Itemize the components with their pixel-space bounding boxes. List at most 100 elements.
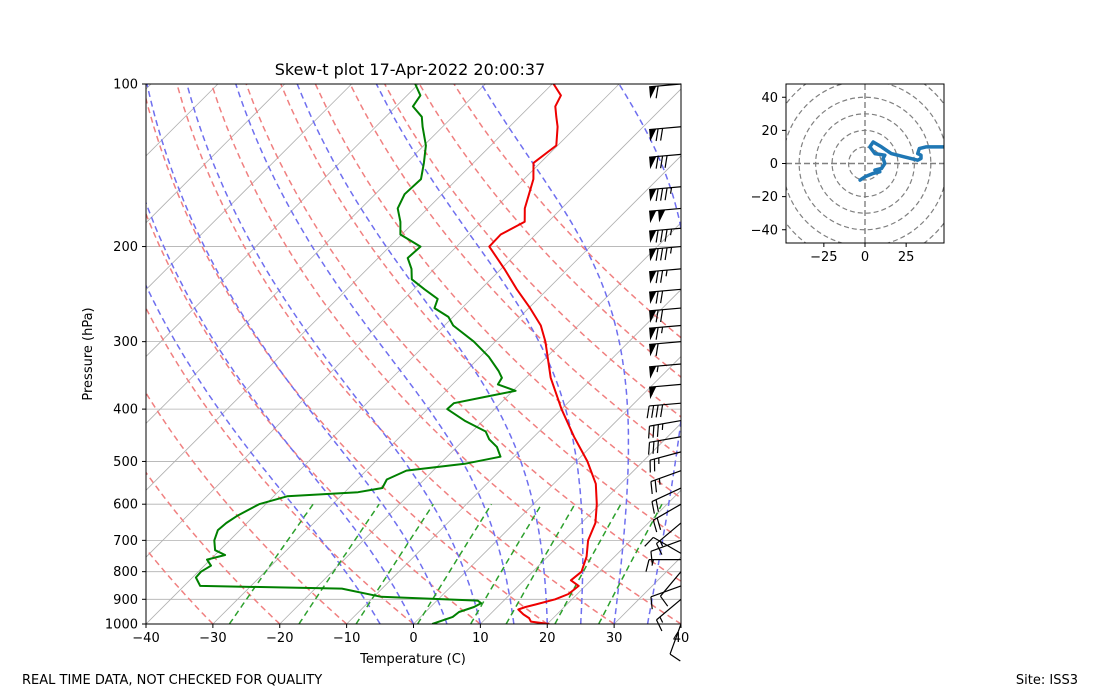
- dry-adiabat: [146, 306, 414, 624]
- wind-barb: [649, 288, 682, 305]
- wind-barb: [649, 153, 682, 170]
- isotherm-line: [680, 623, 681, 624]
- y-tick: 500: [113, 455, 146, 470]
- dry-adiabat: [146, 547, 214, 624]
- y-tick-label: 300: [113, 335, 138, 350]
- wind-barb: [649, 207, 682, 224]
- hodograph-x-tick-label: 0: [861, 250, 869, 265]
- hodograph-trace: [858, 140, 944, 182]
- mixing-ratio-line: [298, 503, 380, 624]
- x-tick: −30: [199, 624, 227, 646]
- y-axis-label: Pressure (hPa): [81, 307, 96, 400]
- x-axis-ticks: −40 −30 −20 −10 0 10 20 30 40: [132, 624, 689, 646]
- x-tick-label: 0: [409, 631, 417, 646]
- moist-adiabat: [146, 84, 448, 624]
- dry-adiabat: [210, 84, 681, 624]
- hodograph-y-tick: −20: [751, 190, 786, 205]
- dry-adiabat: [349, 84, 681, 459]
- x-axis-label: Temperature (C): [359, 652, 466, 667]
- hodograph-y-tick: 0: [770, 157, 786, 172]
- isotherm-line: [146, 84, 419, 358]
- isotherm-line: [146, 84, 620, 558]
- hodograph-y-tick-label: 0: [770, 157, 778, 172]
- hodograph-zero-lines: [786, 84, 944, 243]
- chart-title: Skew-t plot 17-Apr-2022 20:00:37: [275, 60, 546, 79]
- y-tick-label: 400: [113, 403, 138, 418]
- dry-adiabats: [146, 84, 681, 624]
- x-tick-label: −30: [199, 631, 226, 646]
- x-tick-label: −40: [132, 631, 159, 646]
- y-tick: 100: [113, 78, 146, 93]
- isotherm-line: [613, 556, 681, 624]
- y-tick: 300: [113, 335, 146, 350]
- wind-barb: [649, 83, 682, 99]
- y-tick: 1000: [105, 618, 146, 633]
- y-tick: 400: [113, 403, 146, 418]
- hodograph-x-tick-label: 25: [898, 250, 915, 265]
- wind-barb: [649, 245, 682, 262]
- x-tick: −10: [333, 624, 360, 646]
- y-tick-label: 500: [113, 455, 138, 470]
- dry-adiabat: [146, 471, 281, 624]
- hodograph-x-tick: −25: [810, 243, 838, 265]
- dry-adiabat: [384, 84, 681, 418]
- x-tick-label: 40: [673, 631, 690, 646]
- x-tick-label: 20: [539, 631, 556, 646]
- skewt-plot: Skew-t plot 17-Apr-2022 20:00:37 −40 −30−…: [81, 60, 689, 667]
- wind-barb: [669, 623, 682, 662]
- sounding-profiles: [194, 84, 598, 624]
- hodograph-y-tick: −40: [751, 223, 786, 238]
- wind-barbs: [644, 83, 682, 662]
- hodograph-plot-area: [786, 84, 944, 243]
- dry-adiabat: [418, 84, 681, 379]
- moist-adiabat: [186, 84, 482, 624]
- moist-adiabat: [146, 283, 381, 624]
- isotherm-line: [546, 489, 681, 624]
- y-tick: 600: [113, 498, 146, 513]
- dry-adiabat: [280, 84, 681, 541]
- hodograph-line: [858, 140, 944, 182]
- moist-adiabat: [618, 84, 681, 624]
- skewt-plot-area: [146, 84, 681, 624]
- hodograph-x-tick: 25: [898, 243, 915, 265]
- wind-barb: [650, 539, 682, 564]
- wind-barb: [655, 522, 682, 555]
- wind-barb: [649, 186, 682, 202]
- dry-adiabat: [176, 84, 615, 624]
- wind-barb: [649, 451, 682, 473]
- wind-barb: [650, 470, 682, 494]
- x-tick-label: −20: [266, 631, 293, 646]
- y-tick: 900: [113, 593, 146, 608]
- dry-adiabat: [314, 84, 681, 499]
- y-tick-label: 200: [113, 240, 138, 255]
- isotherm-line: [279, 222, 681, 624]
- wind-barb: [659, 571, 682, 607]
- wind-barb: [649, 383, 682, 400]
- x-tick: 40: [673, 624, 690, 646]
- y-tick-label: 800: [113, 565, 138, 580]
- mixing-ratio-line: [355, 503, 434, 624]
- dry-adiabat: [146, 391, 348, 624]
- y-tick-label: 900: [113, 593, 138, 608]
- dry-adiabat: [245, 84, 681, 583]
- hodograph-y-tick-label: −40: [751, 223, 778, 238]
- x-tick-label: 10: [472, 631, 489, 646]
- x-tick-label: 30: [606, 631, 623, 646]
- x-tick-label: −10: [333, 631, 360, 646]
- x-tick: −20: [266, 624, 293, 646]
- wind-barb: [650, 585, 682, 610]
- wind-barb: [649, 227, 682, 244]
- isotherm-line: [146, 84, 286, 224]
- wind-barb: [649, 341, 682, 357]
- isotherm-line: [413, 355, 681, 624]
- hodograph-y-ticks: −40 −20 0 20 40: [751, 91, 786, 238]
- wind-barb: [646, 402, 682, 419]
- isobar-grid: [146, 84, 681, 624]
- hodograph-y-tick: 40: [761, 91, 786, 106]
- mixing-ratio-line: [470, 503, 543, 624]
- x-tick: 20: [539, 624, 556, 646]
- y-tick: 800: [113, 565, 146, 580]
- hodograph-x-tick-label: −25: [810, 250, 837, 265]
- isotherm-line: [212, 155, 681, 624]
